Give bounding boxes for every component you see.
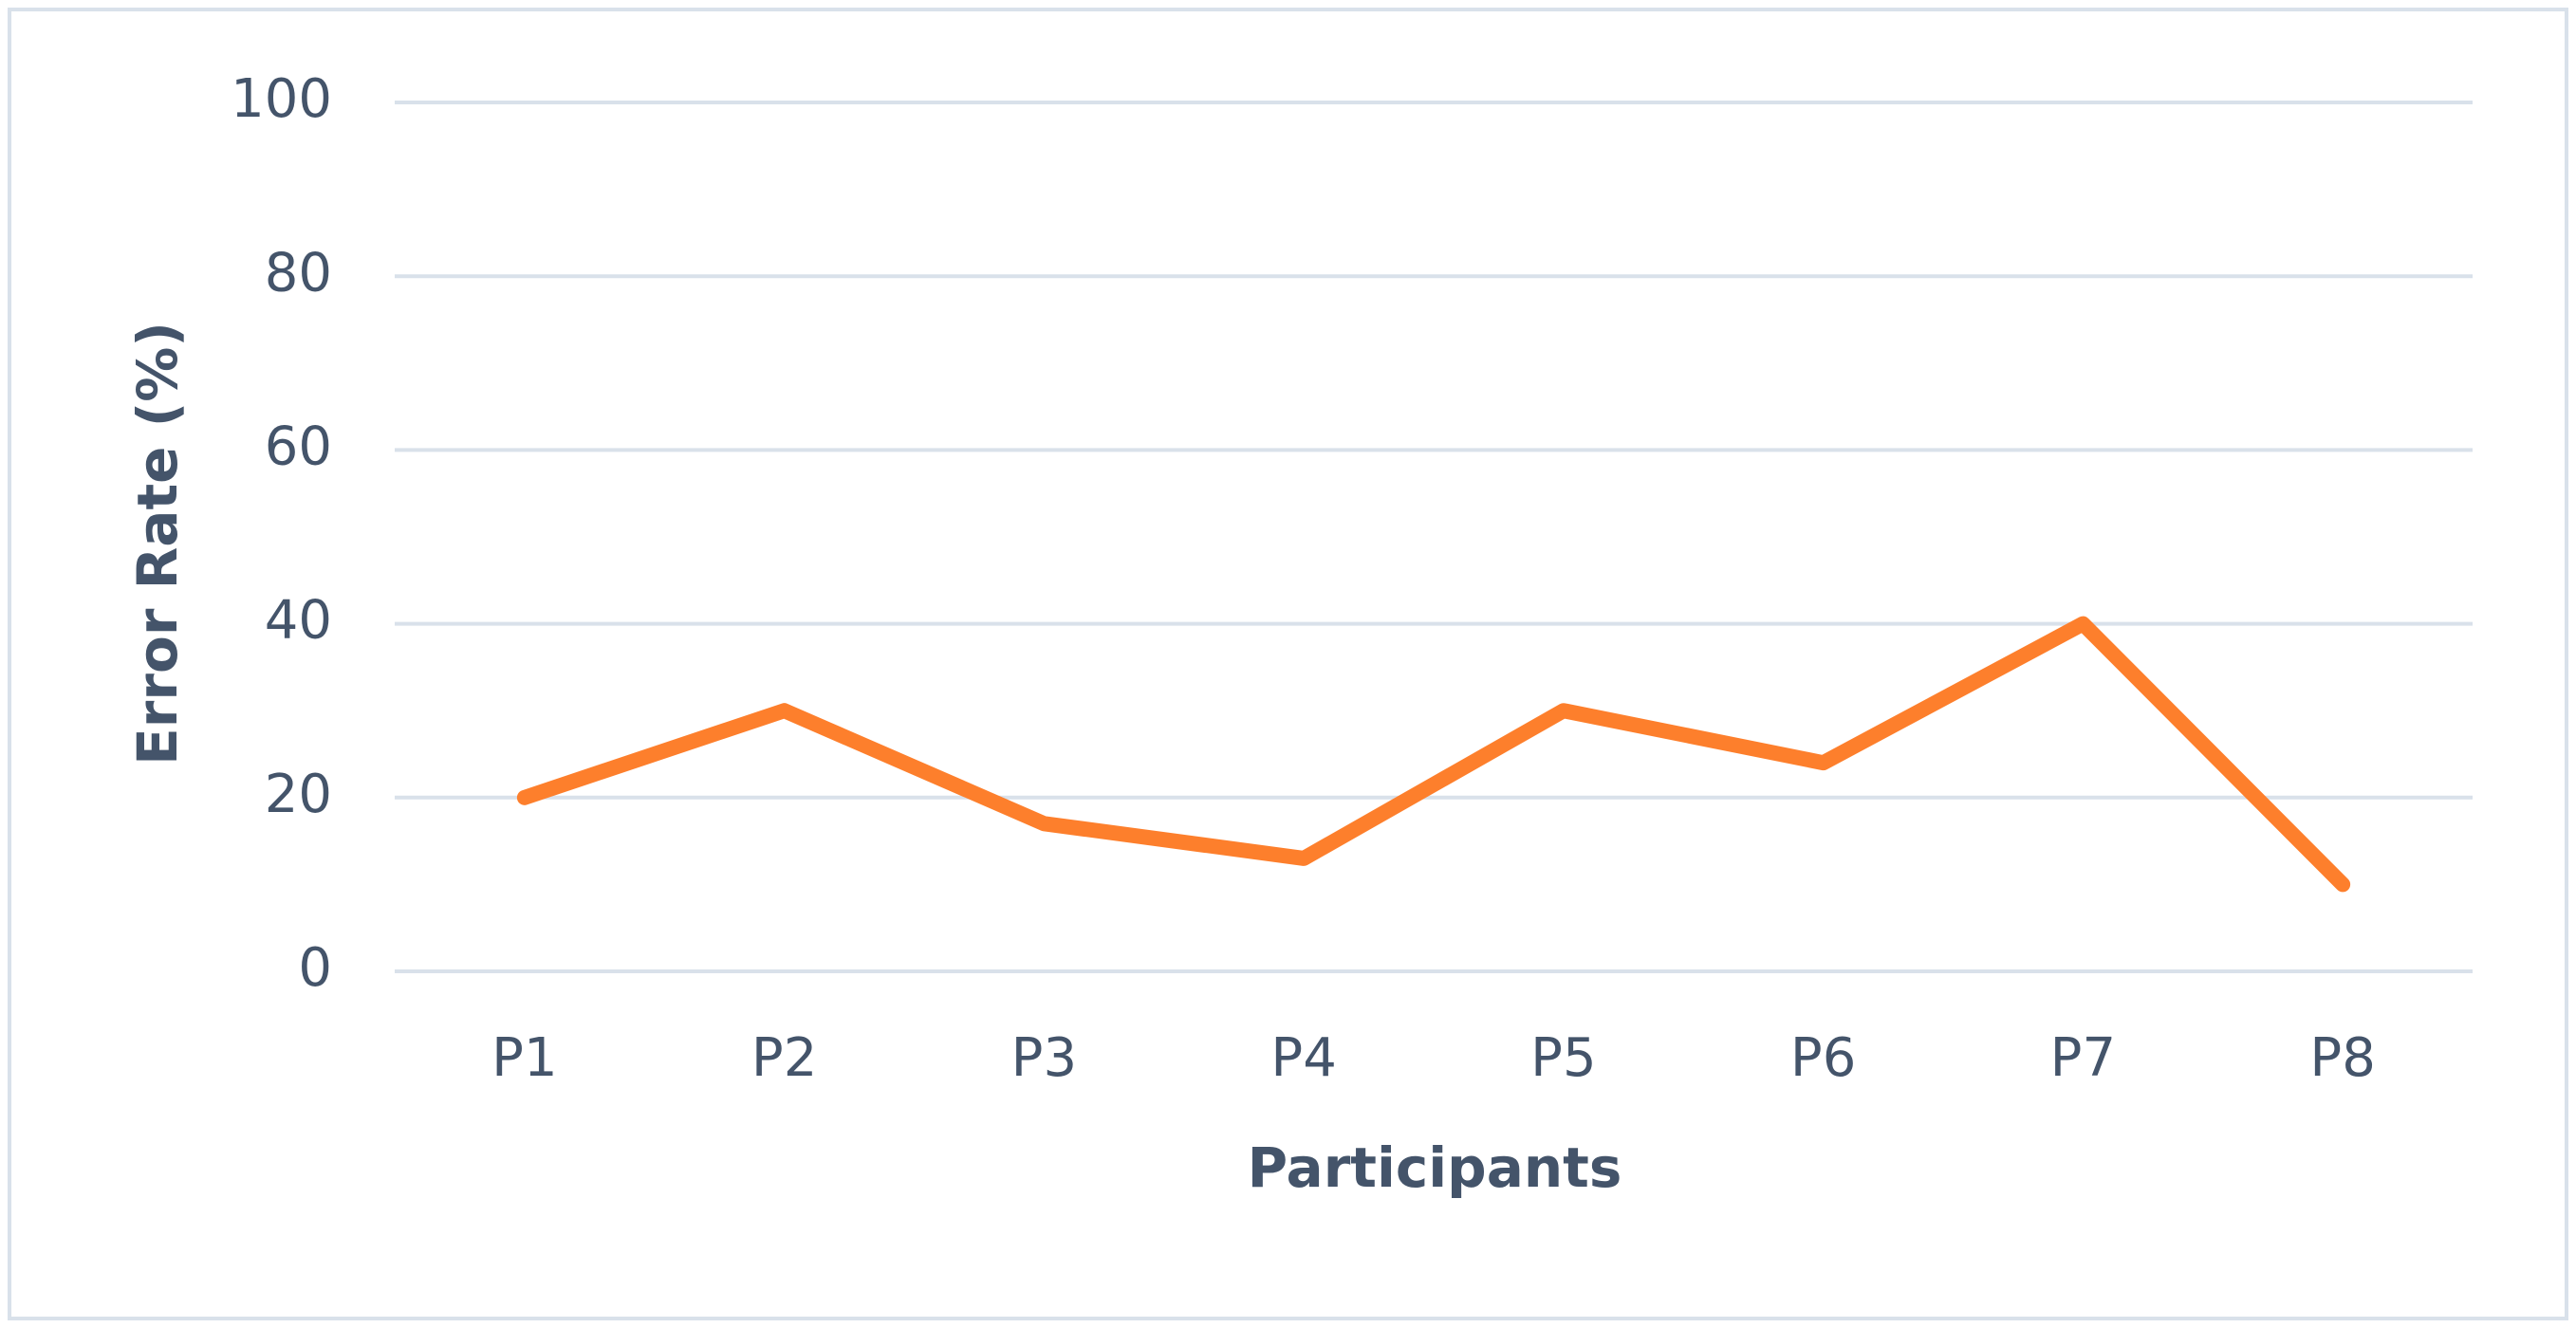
x-tick-label: P7 — [2050, 1027, 2116, 1089]
x-tick-label: P4 — [1270, 1027, 1336, 1089]
y-tick-label: 60 — [265, 416, 332, 478]
data-line — [516, 616, 2351, 893]
x-tick-label: P6 — [1790, 1027, 1856, 1089]
x-tick-label: P3 — [1011, 1027, 1077, 1089]
x-tick-label: P2 — [751, 1027, 817, 1089]
y-tick-label: 100 — [231, 68, 332, 130]
y-tick-label: 40 — [265, 590, 332, 652]
y-tick-label: 80 — [265, 242, 332, 304]
x-axis-title: Participants — [1248, 1135, 1622, 1200]
chart-border — [8, 8, 2568, 1320]
x-tick-label: P1 — [491, 1027, 557, 1089]
y-tick-label: 0 — [298, 937, 332, 999]
x-tick-label: P8 — [2309, 1027, 2375, 1089]
x-tick-label: P5 — [1530, 1027, 1596, 1089]
y-tick-label: 20 — [265, 764, 332, 825]
y-axis-title: Error Rate (%) — [125, 322, 190, 765]
